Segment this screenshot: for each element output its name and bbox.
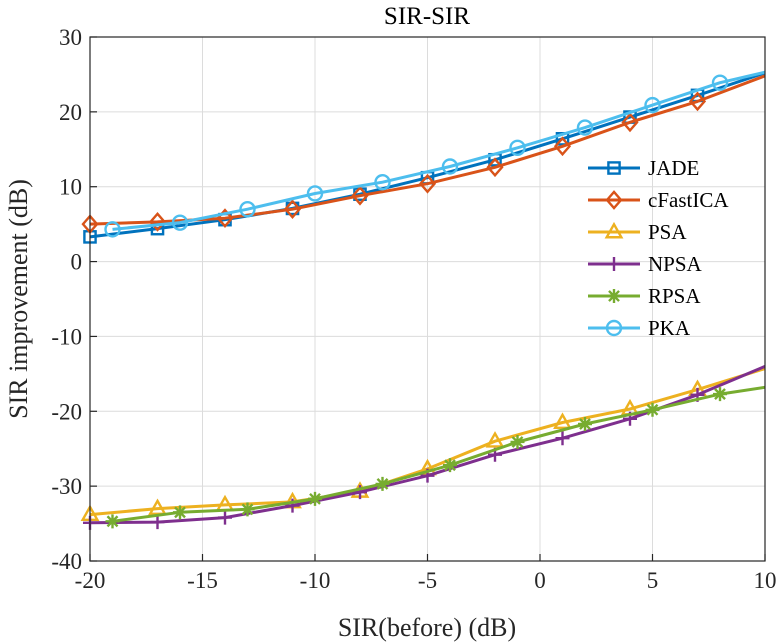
marker-diamond (283, 199, 302, 220)
x-tick-label: -20 (75, 568, 106, 593)
legend-item: NPSA (588, 252, 703, 276)
marker-asterisk (375, 476, 390, 491)
marker-plus (218, 510, 232, 525)
marker-asterisk (607, 289, 621, 303)
y-tick-label: 0 (71, 250, 83, 275)
legend-label: JADE (648, 156, 699, 180)
marker-asterisk (578, 417, 592, 432)
series-rpsa (105, 385, 766, 529)
legend: JADE cFastICA PSA NPSA RPSA PKA (588, 156, 729, 340)
marker-circle (239, 200, 256, 218)
marker-asterisk (173, 505, 187, 520)
marker-plus (607, 257, 621, 271)
marker-diamond (605, 190, 623, 210)
legend-item: JADE (588, 156, 699, 180)
marker-diamond (621, 112, 639, 133)
marker-circle (441, 158, 459, 175)
marker-circle (306, 185, 324, 202)
legend-label: cFastICA (648, 188, 729, 212)
x-tick-label: -5 (418, 568, 437, 593)
marker-circle (576, 119, 594, 136)
marker-circle (711, 74, 729, 91)
y-tick-label: -40 (51, 549, 82, 574)
x-tick-label: -15 (187, 568, 218, 593)
x-axis-label: SIR(before) (dB) (338, 613, 516, 642)
marker-triangle (485, 431, 505, 448)
marker-asterisk (105, 514, 120, 529)
legend-label: PSA (648, 220, 687, 244)
y-tick-label: 20 (59, 100, 82, 125)
y-tick-label: -20 (51, 399, 82, 424)
marker-circle (374, 174, 391, 191)
marker-circle (509, 139, 526, 156)
marker-asterisk (713, 387, 727, 402)
marker-plus (150, 515, 165, 530)
series-psa (80, 367, 766, 522)
x-tick-label: -10 (300, 568, 331, 593)
marker-diamond (486, 157, 504, 178)
y-tick-label: -30 (51, 474, 82, 499)
x-tick-label: 0 (534, 568, 546, 593)
marker-diamond (553, 136, 572, 157)
marker-circle (605, 319, 623, 337)
legend-item: PKA (588, 316, 691, 340)
marker-triangle (553, 412, 572, 429)
y-tick-label: -10 (51, 324, 82, 349)
marker-diamond (418, 173, 437, 194)
marker-asterisk (443, 458, 457, 473)
legend-label: RPSA (648, 284, 701, 308)
series-line (112, 70, 766, 231)
marker-plus (555, 431, 570, 446)
legend-label: NPSA (648, 252, 703, 276)
marker-asterisk (510, 434, 525, 449)
series-line (112, 385, 766, 523)
legend-label: PKA (648, 316, 691, 340)
legend-item: cFastICA (588, 188, 729, 212)
marker-asterisk (240, 502, 255, 517)
marker-asterisk (645, 402, 660, 417)
marker-circle (644, 96, 661, 114)
series-pka (104, 70, 766, 238)
x-tick-label: 10 (754, 568, 777, 593)
y-axis-label: SIR improvement (dB) (4, 179, 33, 419)
marker-circle (171, 214, 189, 231)
y-tick-label: 10 (59, 175, 82, 200)
y-tick-label: 30 (59, 25, 82, 50)
ticks: -20 -15 -10 -5 0 5 10 -40 -30 -20 -10 0 10 20 30 (51, 25, 776, 593)
series-line (89, 71, 766, 239)
x-tick-label: 5 (647, 568, 659, 593)
series-npsa (83, 365, 766, 530)
series-layer (80, 70, 766, 530)
legend-item: RPSA (588, 284, 701, 308)
marker-diamond (688, 91, 707, 112)
marker-asterisk (308, 491, 322, 506)
marker-triangle (604, 221, 624, 239)
marker-square (607, 161, 621, 175)
legend-item: PSA (588, 220, 687, 244)
marker-diamond (148, 212, 167, 232)
marker-diamond (351, 185, 369, 206)
chart-title: SIR-SIR (384, 3, 470, 30)
marker-circle (104, 221, 121, 238)
